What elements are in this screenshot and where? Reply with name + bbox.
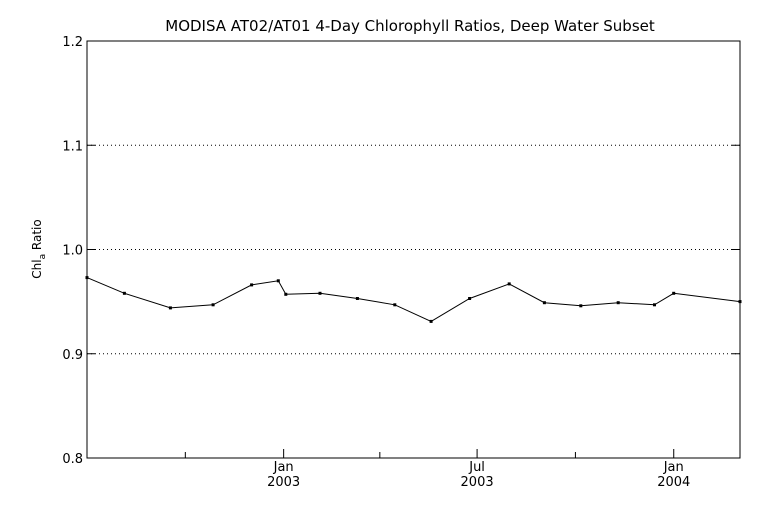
data-point [429, 319, 433, 323]
data-point [276, 279, 280, 283]
data-point [579, 304, 583, 308]
y-axis-title-main: Chl [30, 259, 44, 278]
data-point [507, 282, 511, 286]
y-tick-label: 1.0 [62, 244, 83, 259]
data-point [738, 300, 742, 304]
x-tick-label-month: Jan [273, 460, 294, 475]
data-point [616, 301, 620, 305]
y-axis-title-subscript: a [38, 254, 48, 260]
data-point [284, 292, 288, 296]
y-tick-label: 0.8 [62, 452, 83, 467]
data-point [672, 291, 676, 295]
data-point [468, 297, 472, 300]
data-point [250, 283, 254, 287]
y-tick-label: 0.9 [62, 348, 83, 363]
data-point [393, 303, 397, 307]
y-tick-label: 1.1 [62, 139, 83, 154]
y-axis: 0.8 0.9 1.0 1.1 1.2 [62, 35, 740, 467]
plot-frame [86, 40, 741, 459]
data-points [85, 276, 742, 323]
y-axis-title: Chla Ratio [30, 219, 48, 278]
y-axis-title-rest: Ratio [30, 219, 44, 254]
chart-title: MODISA AT02/AT01 4-Day Chlorophyll Ratio… [165, 17, 655, 35]
series-line [86, 277, 741, 322]
data-point [122, 291, 126, 295]
data-point [211, 303, 215, 307]
x-tick-label-year: 2003 [461, 475, 494, 490]
x-tick-label-year: 2004 [657, 475, 690, 490]
x-tick-label-year: 2003 [267, 475, 300, 490]
gridlines [87, 144, 740, 355]
data-point [542, 301, 546, 305]
data-point [168, 306, 172, 310]
x-tick-label-month: Jul [468, 460, 485, 475]
data-point [355, 297, 359, 300]
data-point [318, 291, 322, 295]
x-tick-label-month: Jan [663, 460, 684, 475]
data-point [653, 303, 656, 307]
y-tick-label: 1.2 [62, 35, 83, 50]
data-point [85, 276, 89, 280]
